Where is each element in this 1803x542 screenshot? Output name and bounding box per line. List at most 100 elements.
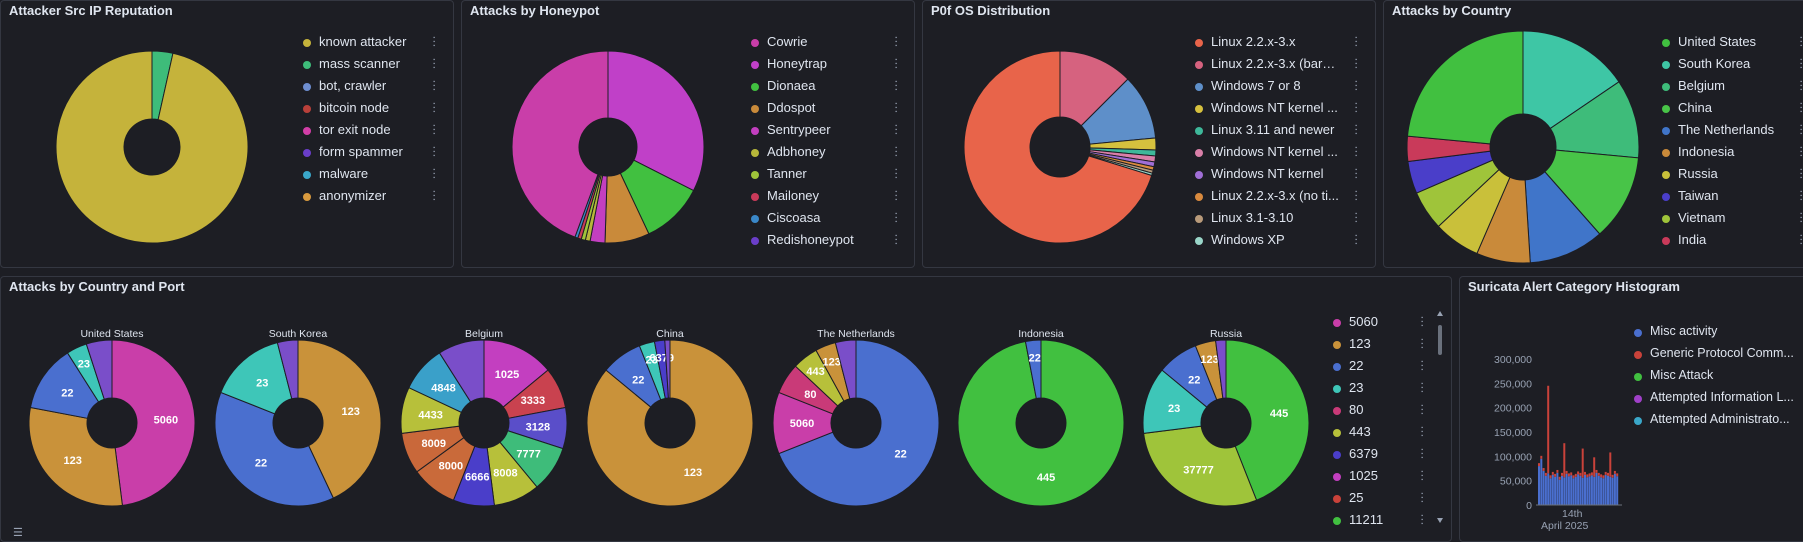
- histogram-bar[interactable]: [1549, 475, 1552, 479]
- legend-item[interactable]: Windows XP ▪ ▪ ▪: [1195, 231, 1357, 251]
- legend-menu-icon[interactable]: ▪ ▪ ▪: [1355, 123, 1357, 137]
- histogram-bar[interactable]: [1595, 472, 1598, 505]
- histogram-bar[interactable]: [1551, 474, 1554, 505]
- histogram-bar[interactable]: [1558, 476, 1561, 480]
- histogram-bar[interactable]: [1597, 475, 1600, 505]
- legend-menu-icon[interactable]: ▪ ▪ ▪: [1800, 233, 1802, 247]
- legend-item[interactable]: Ciscoasa ▪ ▪ ▪: [751, 209, 897, 229]
- legend-item[interactable]: 23 ▪ ▪ ▪: [1333, 379, 1423, 399]
- pie-slice-the-netherlands-x[interactable]: [834, 339, 857, 400]
- histogram-bar[interactable]: [1547, 385, 1550, 474]
- pie-slice-known-attacker[interactable]: [55, 50, 249, 244]
- legend-item[interactable]: Adbhoney ▪ ▪ ▪: [751, 143, 897, 163]
- legend-menu-icon[interactable]: ▪ ▪ ▪: [1800, 167, 1802, 181]
- legend-menu-icon[interactable]: ▪ ▪ ▪: [1800, 35, 1802, 49]
- histogram-bar[interactable]: [1611, 477, 1614, 505]
- legend-item[interactable]: Attempted Administrato...: [1634, 411, 1799, 431]
- pie-slice-south-korea[interactable]: [1522, 30, 1620, 130]
- suricata-histogram[interactable]: 300,000 250,000 200,000 150,000 100,000 50,00…: [1460, 277, 1640, 542]
- legend-menu-icon[interactable]: ▪ ▪ ▪: [1800, 211, 1802, 225]
- histogram-bar[interactable]: [1565, 473, 1568, 505]
- p0f-donut[interactable]: [923, 1, 1376, 268]
- legend-item[interactable]: Linux 3.1-3.10 ▪ ▪ ▪: [1195, 209, 1357, 229]
- legend-item[interactable]: Misc activity: [1634, 323, 1799, 343]
- histogram-bar[interactable]: [1567, 476, 1570, 505]
- pie-slice-cowrie[interactable]: [511, 50, 609, 238]
- legend-menu-icon[interactable]: ▪ ▪ ▪: [433, 123, 435, 137]
- histogram-bar[interactable]: [1602, 478, 1605, 505]
- histogram-bar[interactable]: [1558, 479, 1561, 505]
- reputation-donut[interactable]: [1, 1, 454, 268]
- legend-menu-icon[interactable]: ▪ ▪ ▪: [1421, 403, 1423, 417]
- histogram-bar[interactable]: [1544, 472, 1547, 476]
- legend-menu-icon[interactable]: ▪ ▪ ▪: [1355, 189, 1357, 203]
- histogram-bar[interactable]: [1570, 475, 1573, 505]
- histogram-bar[interactable]: [1549, 478, 1552, 505]
- pie-slice-the-netherlands-22[interactable]: [778, 339, 940, 507]
- legend-item[interactable]: anonymizer ▪ ▪ ▪: [303, 187, 435, 207]
- legend-menu-icon[interactable]: ▪ ▪ ▪: [895, 189, 897, 203]
- legend-item[interactable]: Belgium ▪ ▪ ▪: [1662, 77, 1802, 97]
- legend-menu-icon[interactable]: ▪ ▪ ▪: [895, 233, 897, 247]
- histogram-bar[interactable]: [1540, 458, 1543, 505]
- legend-menu-icon[interactable]: ▪ ▪ ▪: [1421, 513, 1423, 527]
- pie-slice-south-korea-123[interactable]: [297, 339, 382, 499]
- legend-item[interactable]: Honeytrap ▪ ▪ ▪: [751, 55, 897, 75]
- histogram-bar[interactable]: [1572, 478, 1575, 505]
- histogram-bar[interactable]: [1554, 473, 1557, 477]
- legend-menu-icon[interactable]: ▪ ▪ ▪: [433, 145, 435, 159]
- legend-menu-icon[interactable]: ▪ ▪ ▪: [1421, 425, 1423, 439]
- legend-menu-icon[interactable]: ▪ ▪ ▪: [895, 145, 897, 159]
- histogram-bar[interactable]: [1597, 472, 1600, 476]
- histogram-bar[interactable]: [1584, 471, 1586, 475]
- legend-item[interactable]: Linux 2.2.x-3.x ▪ ▪ ▪: [1195, 33, 1357, 53]
- histogram-bar[interactable]: [1579, 472, 1582, 476]
- legend-item[interactable]: malware ▪ ▪ ▪: [303, 165, 435, 185]
- histogram-bar[interactable]: [1579, 475, 1582, 505]
- pie-slice-belgium-x[interactable]: [438, 339, 485, 403]
- legend-menu-icon[interactable]: ▪ ▪ ▪: [1800, 123, 1802, 137]
- legend-item[interactable]: Dionaea ▪ ▪ ▪: [751, 77, 897, 97]
- histogram-bar[interactable]: [1570, 472, 1573, 476]
- histogram-bar[interactable]: [1563, 477, 1566, 505]
- legend-menu-icon[interactable]: ▪ ▪ ▪: [1800, 189, 1802, 203]
- histogram-bar[interactable]: [1611, 474, 1614, 478]
- histogram-bar[interactable]: [1572, 475, 1575, 479]
- histogram-bar[interactable]: [1581, 477, 1584, 505]
- histogram-bar[interactable]: [1581, 448, 1584, 478]
- histogram-bar[interactable]: [1600, 474, 1603, 478]
- legend-item[interactable]: tor exit node ▪ ▪ ▪: [303, 121, 435, 141]
- legend-menu-icon[interactable]: ▪ ▪ ▪: [895, 123, 897, 137]
- legend-menu-icon[interactable]: ▪ ▪ ▪: [1800, 79, 1802, 93]
- legend-menu-icon[interactable]: ▪ ▪ ▪: [433, 101, 435, 115]
- legend-item[interactable]: 6379 ▪ ▪ ▪: [1333, 445, 1423, 465]
- legend-menu-icon[interactable]: ▪ ▪ ▪: [895, 35, 897, 49]
- legend-menu-icon[interactable]: ▪ ▪ ▪: [895, 57, 897, 71]
- histogram-bar[interactable]: [1540, 455, 1543, 459]
- legend-item[interactable]: 11211 ▪ ▪ ▪: [1333, 511, 1423, 531]
- histogram-bar[interactable]: [1613, 473, 1616, 505]
- histogram-bar[interactable]: [1544, 475, 1547, 505]
- histogram-bar[interactable]: [1547, 473, 1550, 505]
- histogram-bar[interactable]: [1588, 473, 1591, 477]
- histogram-bar[interactable]: [1616, 473, 1619, 477]
- histogram-bar[interactable]: [1607, 472, 1609, 476]
- legend-item[interactable]: India ▪ ▪ ▪: [1662, 231, 1802, 251]
- legend-item[interactable]: Windows NT kernel ▪ ▪ ▪: [1195, 165, 1357, 185]
- list-icon[interactable]: ☰: [13, 527, 23, 539]
- histogram-bar[interactable]: [1542, 470, 1545, 505]
- legend-item[interactable]: Redishoneypot ▪ ▪ ▪: [751, 231, 897, 251]
- histogram-bar[interactable]: [1561, 472, 1563, 476]
- legend-item[interactable]: Indonesia ▪ ▪ ▪: [1662, 143, 1802, 163]
- histogram-bar[interactable]: [1609, 452, 1612, 477]
- histogram-bar[interactable]: [1584, 474, 1586, 505]
- legend-item[interactable]: Windows NT kernel ... ▪ ▪ ▪: [1195, 99, 1357, 119]
- histogram-bar[interactable]: [1556, 469, 1559, 473]
- legend-item[interactable]: Misc Attack: [1634, 367, 1799, 387]
- legend-item[interactable]: Windows NT kernel ... ▪ ▪ ▪: [1195, 143, 1357, 163]
- pie-slice-south-korea-22[interactable]: [214, 391, 335, 507]
- histogram-bar[interactable]: [1600, 477, 1603, 505]
- legend-menu-icon[interactable]: ▪ ▪ ▪: [1355, 233, 1357, 247]
- legend-item[interactable]: South Korea ▪ ▪ ▪: [1662, 55, 1802, 75]
- legend-item[interactable]: China ▪ ▪ ▪: [1662, 99, 1802, 119]
